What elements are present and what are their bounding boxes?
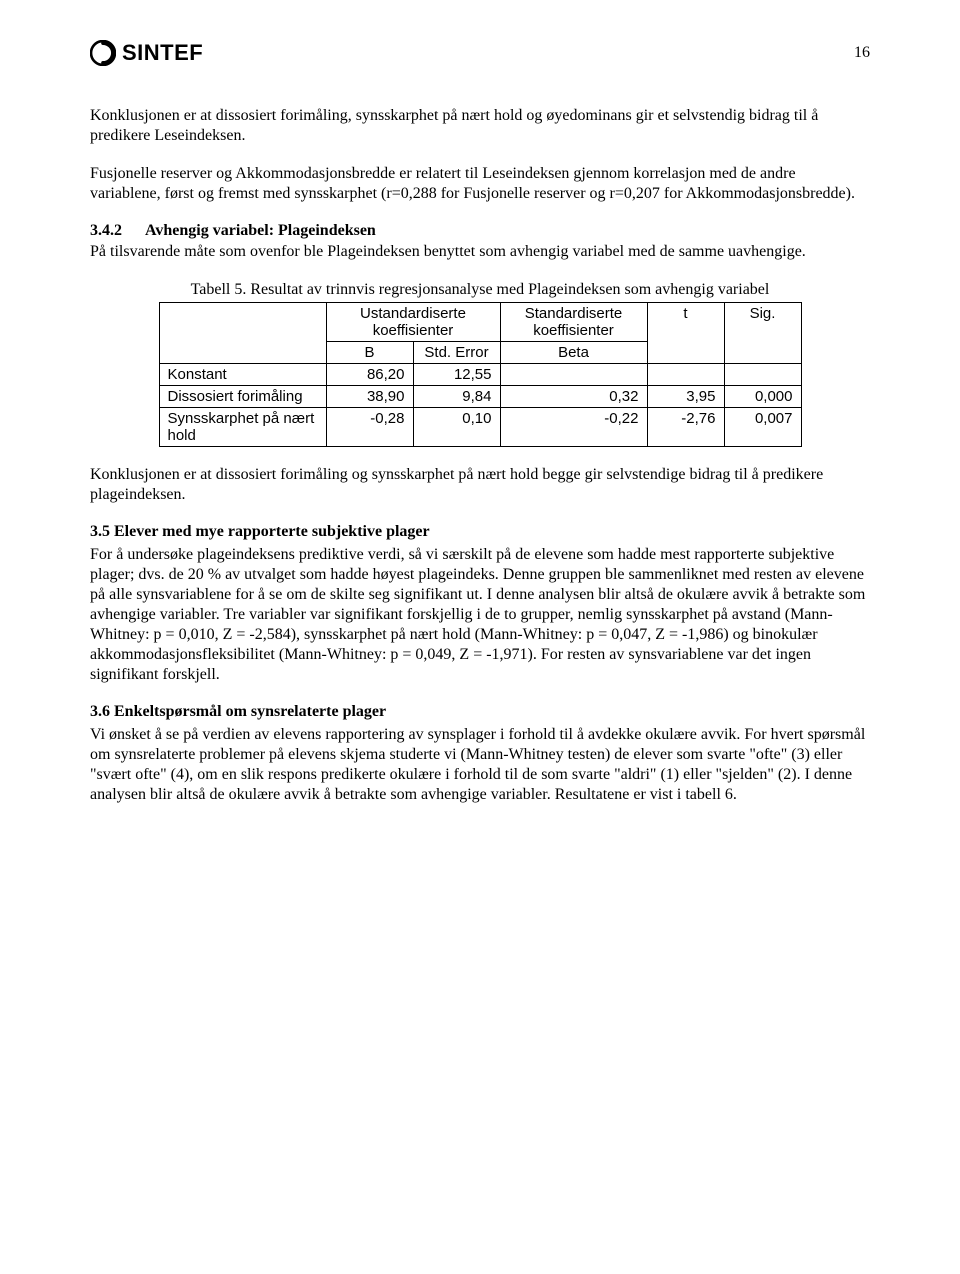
heading-342-number: 3.4.2 (90, 222, 145, 240)
table-cell-label: Dissosiert forimåling (159, 386, 326, 408)
heading-36: 3.6 Enkeltspørsmål om synsrelaterte plag… (90, 703, 870, 721)
table-header-unstd: Ustandardiserte koeffisienter (326, 303, 500, 342)
sintef-logo: SINTEF (90, 40, 203, 66)
table-row: Synsskarphet på nært hold -0,28 0,10 -0,… (159, 408, 801, 447)
sintef-logo-icon (90, 40, 116, 66)
paragraph-conclusion-table5: Konklusjonen er at dissosiert forimåling… (90, 465, 870, 505)
heading-35: 3.5 Elever med mye rapporterte subjektiv… (90, 523, 870, 541)
table-cell-label: Synsskarphet på nært hold (159, 408, 326, 447)
table-cell: 0,10 (413, 408, 500, 447)
paragraph-342-body: På tilsvarende måte som ovenfor ble Plag… (90, 242, 870, 262)
table-cell: -0,22 (500, 408, 647, 447)
table-cell: 38,90 (326, 386, 413, 408)
heading-342: 3.4.2Avhengig variabel: Plageindeksen (90, 222, 870, 240)
table-header-empty (159, 303, 326, 364)
sintef-logo-text: SINTEF (122, 40, 203, 66)
paragraph-35-body: For å undersøke plageindeksens prediktiv… (90, 545, 870, 685)
paragraph-conclusion-1: Konklusjonen er at dissosiert forimåling… (90, 106, 870, 146)
table-cell (500, 364, 647, 386)
table-cell: 0,007 (724, 408, 801, 447)
table-row: Konstant 86,20 12,55 (159, 364, 801, 386)
table-header-B: B (326, 342, 413, 364)
table-cell: -0,28 (326, 408, 413, 447)
table-cell (724, 364, 801, 386)
table-header-Beta: Beta (500, 342, 647, 364)
paragraph-fusjonelle: Fusjonelle reserver og Akkommodasjonsbre… (90, 164, 870, 204)
table-cell: 3,95 (647, 386, 724, 408)
page-number: 16 (854, 44, 870, 62)
heading-342-title: Avhengig variabel: Plageindeksen (145, 222, 376, 239)
table5: Ustandardiserte koeffisienter Standardis… (159, 302, 802, 447)
table-header-t: t (647, 303, 724, 364)
table-cell: -2,76 (647, 408, 724, 447)
table-header-std: Standardiserte koeffisienter (500, 303, 647, 342)
table-cell-label: Konstant (159, 364, 326, 386)
table-cell: 86,20 (326, 364, 413, 386)
page-header: SINTEF 16 (90, 40, 870, 66)
table-cell (647, 364, 724, 386)
page: SINTEF 16 Konklusjonen er at dissosiert … (0, 0, 960, 1274)
table5-caption: Tabell 5. Resultat av trinnvis regresjon… (160, 280, 800, 300)
table-header-SE: Std. Error (413, 342, 500, 364)
table-header-sig: Sig. (724, 303, 801, 364)
table-row: Ustandardiserte koeffisienter Standardis… (159, 303, 801, 342)
table-cell: 0,000 (724, 386, 801, 408)
table-cell: 0,32 (500, 386, 647, 408)
table-row: Dissosiert forimåling 38,90 9,84 0,32 3,… (159, 386, 801, 408)
paragraph-36-body: Vi ønsket å se på verdien av elevens rap… (90, 725, 870, 805)
table-cell: 9,84 (413, 386, 500, 408)
table-cell: 12,55 (413, 364, 500, 386)
